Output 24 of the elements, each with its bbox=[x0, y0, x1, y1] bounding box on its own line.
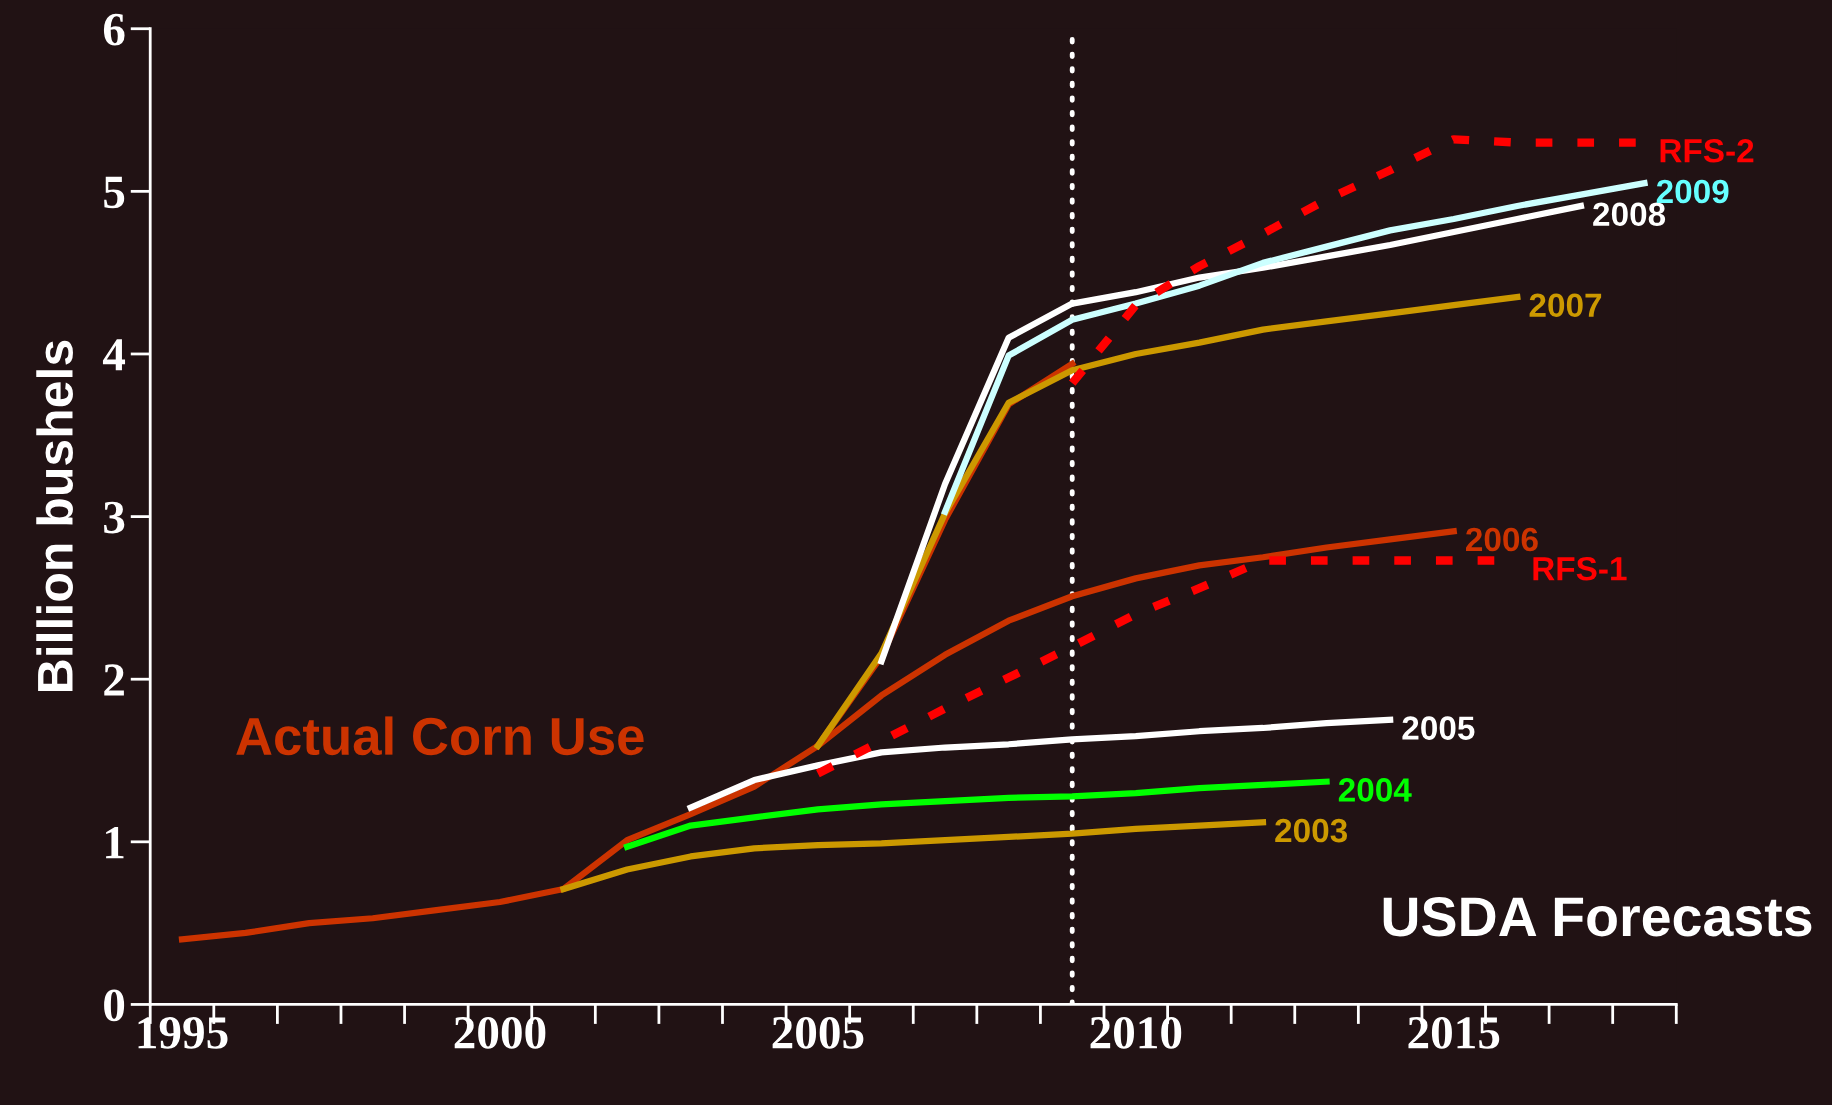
y-tick-label: 1 bbox=[106, 827, 124, 859]
annotation: USDA Forecasts bbox=[1383, 897, 1812, 937]
series-label: 2004 bbox=[1338, 778, 1412, 802]
y-tick-label: 2 bbox=[104, 664, 124, 696]
y-tick-label: 6 bbox=[103, 13, 125, 46]
series-label: 2009 bbox=[1656, 179, 1729, 204]
y-tick-label: 4 bbox=[102, 339, 126, 371]
y-axis-title: Billion bushels bbox=[36, 340, 73, 692]
x-tick-label: 2015 bbox=[1408, 1016, 1500, 1049]
x-tick-label: 2005 bbox=[772, 1016, 864, 1049]
x-tick-label: 2010 bbox=[1090, 1016, 1182, 1049]
series-label: 2007 bbox=[1529, 293, 1602, 318]
series-label: 2006 bbox=[1466, 527, 1538, 552]
x-tick-label: 1995 bbox=[138, 1017, 228, 1049]
series-label: 2003 bbox=[1275, 818, 1348, 843]
y-tick-label: 3 bbox=[104, 501, 125, 534]
y-tick-label: 5 bbox=[104, 176, 125, 209]
series-label: RFS-1 bbox=[1533, 556, 1627, 581]
x-tick-label: 2000 bbox=[454, 1016, 546, 1049]
series-label: RFS-2 bbox=[1660, 139, 1754, 163]
y-tick-label: 0 bbox=[104, 989, 125, 1022]
series-label: 2008 bbox=[1593, 202, 1666, 227]
series-label: Actual Corn Use bbox=[236, 716, 644, 756]
series-label: 2005 bbox=[1402, 716, 1475, 740]
